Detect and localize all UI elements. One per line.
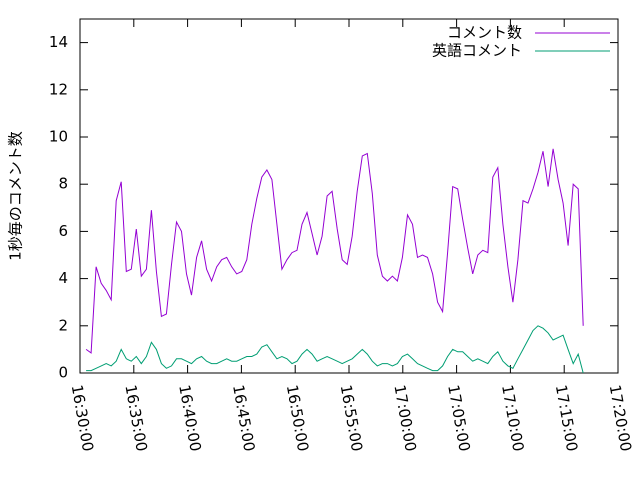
plot-border	[79, 18, 619, 374]
y-tick-label: 12	[49, 80, 68, 98]
y-tick-label: 0	[58, 364, 68, 382]
x-tick-label: 17:10:00	[498, 383, 527, 452]
x-tick-label: 16:35:00	[121, 383, 150, 452]
y-axis-label: 1秒毎のコメント数	[7, 131, 25, 261]
data-line	[85, 148, 584, 354]
y-tick-label: 14	[49, 33, 68, 51]
x-tick-label: 17:00:00	[390, 383, 419, 452]
y-tick-label: 6	[58, 222, 68, 240]
y-tick-label: 2	[58, 316, 68, 334]
legend-label: コメント数	[447, 24, 522, 42]
x-tick-label: 16:30:00	[68, 383, 97, 452]
x-tick-label: 16:40:00	[175, 383, 204, 452]
x-tick-label: 16:45:00	[229, 383, 258, 452]
x-tick-label: 16:55:00	[337, 383, 366, 452]
y-tick-label: 10	[49, 128, 68, 146]
y-tick-label: 8	[58, 175, 68, 193]
data-line	[86, 325, 584, 374]
y-tick-label: 4	[58, 269, 68, 287]
x-tick-label: 17:20:00	[606, 383, 635, 452]
legend-label: 英語コメント	[432, 42, 522, 60]
x-tick-label: 17:15:00	[552, 383, 581, 452]
x-tick-label: 17:05:00	[444, 383, 473, 452]
x-tick-label: 16:50:00	[283, 383, 312, 452]
